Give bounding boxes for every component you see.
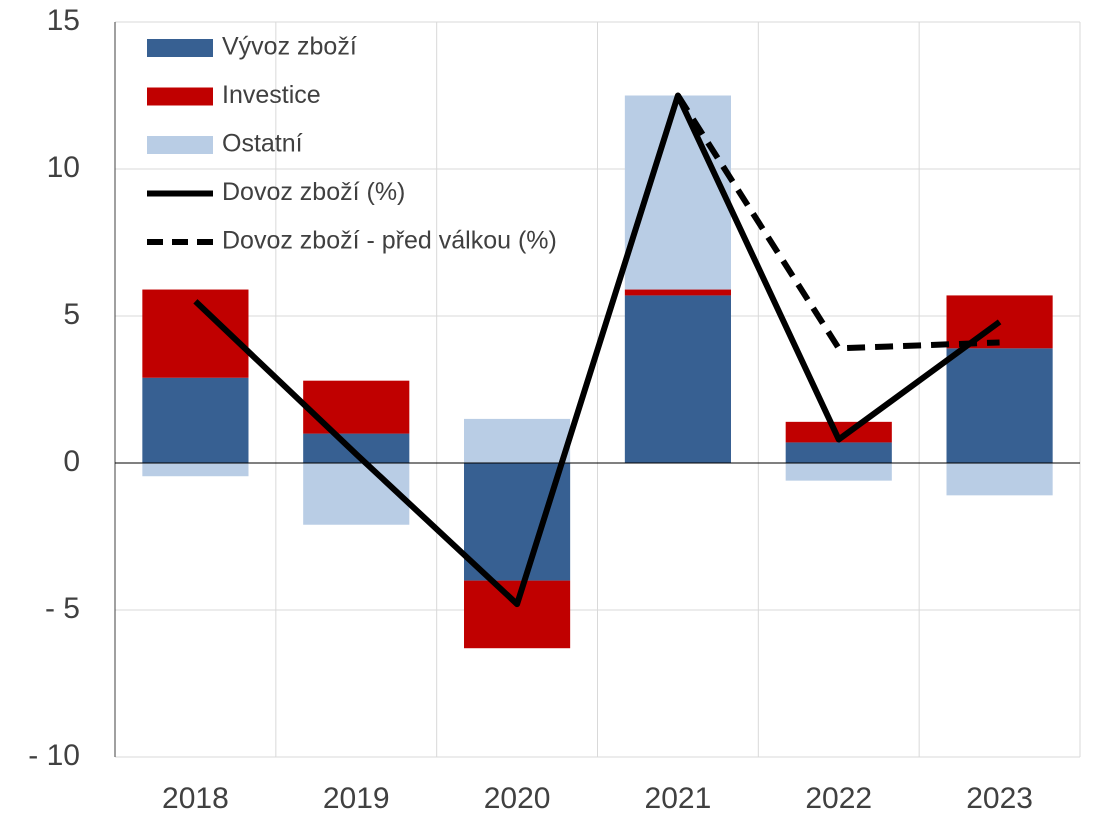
y-tick-label: 0 [63, 445, 80, 478]
bar [946, 295, 1053, 349]
x-tick-label: 2018 [162, 782, 229, 815]
bar [785, 442, 892, 463]
line [193, 92, 1002, 608]
x-tick-label: 2023 [966, 782, 1033, 815]
x-tick-label: 2021 [645, 782, 712, 815]
bar [303, 433, 410, 463]
bar [624, 295, 731, 463]
bar [785, 463, 892, 481]
y-tick-label: 10 [47, 151, 80, 184]
x-tick-label: 2019 [323, 782, 390, 815]
bar [142, 377, 249, 463]
legend-label: Dovoz zboží (%) [222, 178, 405, 206]
bar [303, 380, 410, 434]
bar [624, 289, 731, 296]
bar [946, 348, 1053, 463]
y-tick-label: 5 [63, 298, 80, 331]
legend-swatch [147, 136, 213, 154]
legend-label: Investice [222, 81, 321, 109]
legend-swatch [147, 87, 213, 106]
bar [142, 463, 249, 477]
bar [785, 421, 892, 443]
x-tick-label: 2020 [484, 782, 551, 815]
legend-swatch [147, 39, 213, 57]
bar [303, 463, 410, 525]
y-tick-label: - 10 [28, 739, 80, 772]
bar [946, 463, 1053, 496]
line [675, 93, 1000, 352]
legend-label: Vývoz zboží [222, 33, 357, 61]
bar [464, 418, 571, 463]
y-tick-label: 15 [47, 4, 80, 37]
x-tick-label: 2022 [805, 782, 872, 815]
legend-label: Dovoz zboží - před válkou (%) [222, 227, 557, 255]
bar [464, 580, 571, 649]
y-tick-label: - 5 [45, 592, 80, 625]
legend-label: Ostatní [222, 130, 303, 158]
bar [624, 95, 731, 290]
